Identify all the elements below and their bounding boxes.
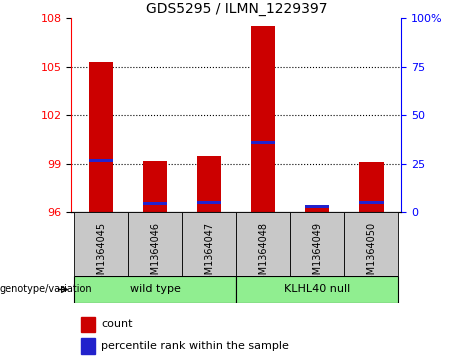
Bar bbox=[197, 201, 221, 204]
Bar bbox=[81, 317, 95, 332]
Bar bbox=[344, 212, 398, 276]
Text: GSM1364045: GSM1364045 bbox=[96, 222, 106, 287]
Bar bbox=[143, 202, 167, 205]
Bar bbox=[251, 26, 275, 212]
Bar bbox=[182, 212, 236, 276]
Bar bbox=[359, 201, 384, 204]
Bar bbox=[290, 212, 344, 276]
Text: GSM1364050: GSM1364050 bbox=[366, 222, 376, 287]
Text: GSM1364049: GSM1364049 bbox=[312, 222, 322, 287]
Title: GDS5295 / ILMN_1229397: GDS5295 / ILMN_1229397 bbox=[146, 2, 327, 16]
Text: count: count bbox=[101, 319, 133, 329]
Bar bbox=[197, 156, 221, 212]
Bar bbox=[128, 212, 182, 276]
Bar bbox=[359, 162, 384, 212]
Bar bbox=[74, 212, 128, 276]
Bar bbox=[236, 276, 398, 303]
Text: GSM1364046: GSM1364046 bbox=[150, 222, 160, 287]
Text: percentile rank within the sample: percentile rank within the sample bbox=[101, 341, 289, 351]
Bar bbox=[251, 141, 275, 144]
Bar bbox=[143, 160, 167, 212]
Bar bbox=[81, 338, 95, 354]
Text: wild type: wild type bbox=[130, 285, 181, 294]
Bar bbox=[236, 212, 290, 276]
Bar bbox=[89, 62, 113, 212]
Bar bbox=[305, 206, 330, 212]
Bar bbox=[305, 205, 330, 208]
Text: GSM1364047: GSM1364047 bbox=[204, 222, 214, 287]
Text: GSM1364048: GSM1364048 bbox=[258, 222, 268, 287]
Bar bbox=[89, 159, 113, 162]
Bar bbox=[74, 276, 236, 303]
Text: KLHL40 null: KLHL40 null bbox=[284, 285, 350, 294]
Text: genotype/variation: genotype/variation bbox=[0, 285, 93, 294]
